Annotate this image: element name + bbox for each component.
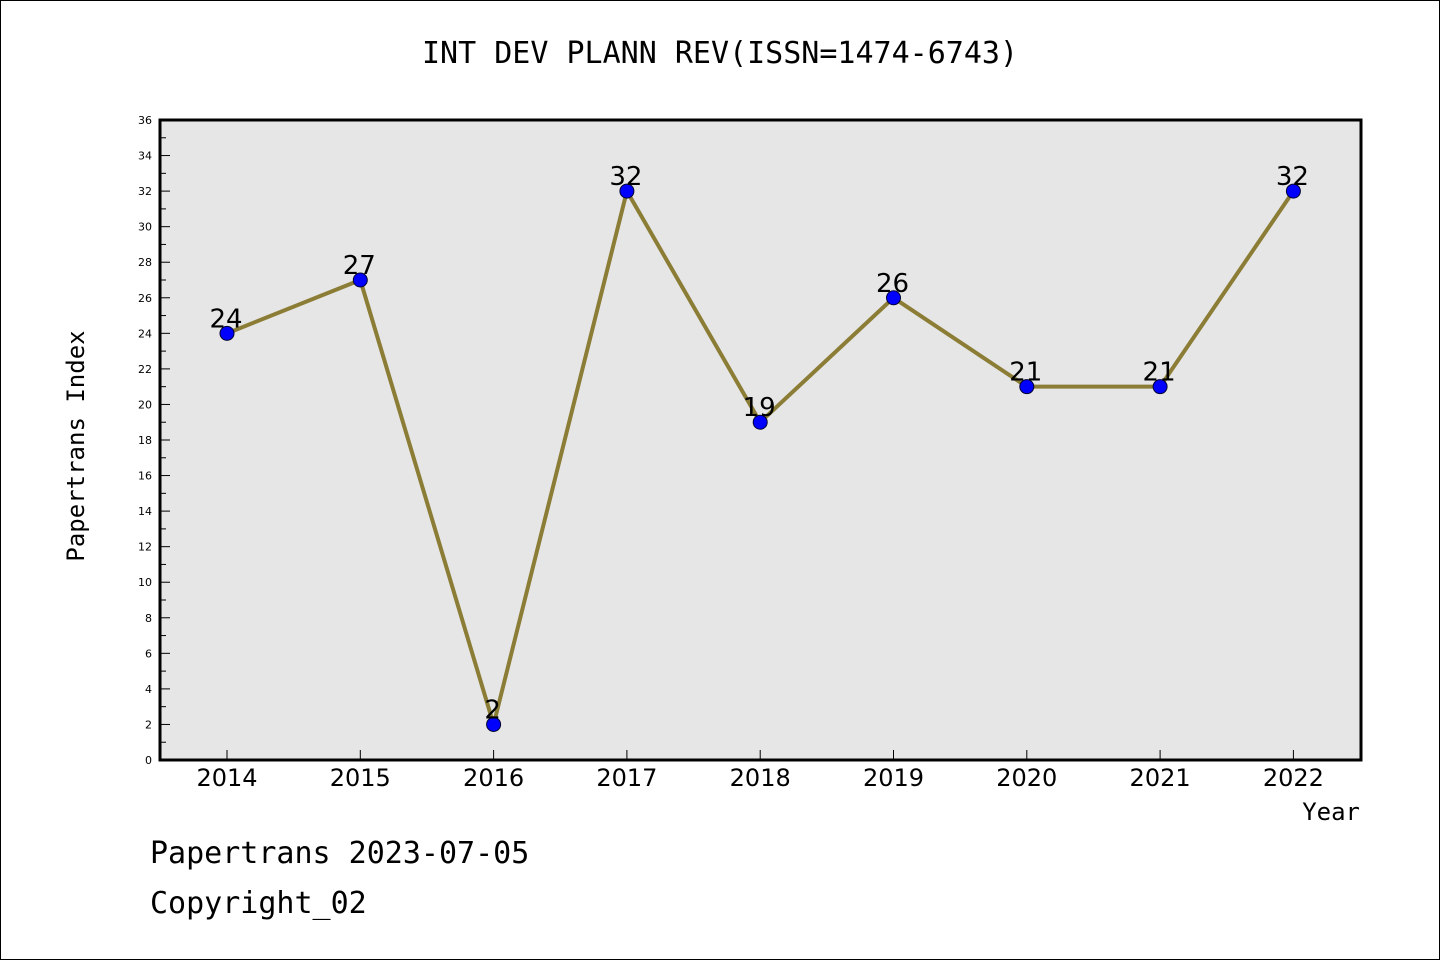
data-labels: 24 27 2 32 19 26 21 21 32 xyxy=(209,162,1308,725)
data-label: 21 xyxy=(1009,358,1042,388)
y-tick-label: 4 xyxy=(145,683,152,696)
x-tick-label: 2017 xyxy=(596,764,657,792)
x-tick-label: 2015 xyxy=(330,764,391,792)
y-tick-label: 14 xyxy=(138,505,152,518)
y-tick-label: 30 xyxy=(138,221,152,234)
data-label: 21 xyxy=(1143,358,1176,388)
x-tick-label: 2020 xyxy=(996,764,1057,792)
data-point xyxy=(752,414,768,430)
y-tick-label: 16 xyxy=(138,470,152,483)
data-point xyxy=(619,183,635,199)
y-tick-label: 24 xyxy=(138,327,152,340)
data-label: 32 xyxy=(609,162,642,192)
data-label: 2 xyxy=(484,695,501,725)
data-point xyxy=(219,325,235,341)
y-tick-label: 36 xyxy=(138,114,152,127)
data-label: 19 xyxy=(743,393,776,423)
y-tick-label: 32 xyxy=(138,185,152,198)
y-tick-label: 34 xyxy=(138,150,152,163)
y-tick-label: 22 xyxy=(138,363,152,376)
y-tick-label: 2 xyxy=(145,718,152,731)
x-tick-label: 2016 xyxy=(463,764,524,792)
y-tick-label: 18 xyxy=(138,434,152,447)
y-tick-label: 20 xyxy=(138,398,152,411)
x-tick-label: 2019 xyxy=(863,764,924,792)
data-markers xyxy=(219,183,1301,732)
y-tick-label: 28 xyxy=(138,256,152,269)
y-tick-label: 8 xyxy=(145,612,152,625)
footer-date: Papertrans 2023-07-05 xyxy=(150,836,530,871)
chart-title: INT DEV PLANN REV(ISSN=1474-6743) xyxy=(421,36,1019,71)
data-point xyxy=(486,716,502,732)
data-point xyxy=(352,272,368,288)
x-tick-label: 2021 xyxy=(1130,764,1191,792)
x-tick-label: 2018 xyxy=(730,764,791,792)
data-label: 27 xyxy=(343,251,376,281)
data-label: 24 xyxy=(209,304,242,334)
footer-copyright: Copyright_02 xyxy=(150,886,367,921)
data-label: 26 xyxy=(876,269,909,299)
data-point xyxy=(1019,379,1035,395)
plot-area xyxy=(158,118,1363,762)
x-axis-label: Year xyxy=(1302,798,1360,826)
data-point xyxy=(886,290,901,306)
x-tick-label: 2014 xyxy=(196,764,257,792)
y-tick-label: 12 xyxy=(138,541,152,554)
y-tick-label: 6 xyxy=(145,647,152,660)
x-tick-label: 2022 xyxy=(1263,764,1324,792)
y-axis-label: Papertrans Index xyxy=(62,330,90,561)
data-point xyxy=(1285,183,1301,199)
y-tick-label: 26 xyxy=(138,292,152,305)
y-tick-label: 0 xyxy=(145,754,152,767)
data-point xyxy=(1152,379,1168,395)
data-label: 32 xyxy=(1276,162,1309,192)
y-tick-label: 10 xyxy=(138,576,152,589)
x-axis-ticks: 2014 2015 2016 2017 2018 2019 2020 2021 2022 xyxy=(196,750,1324,792)
